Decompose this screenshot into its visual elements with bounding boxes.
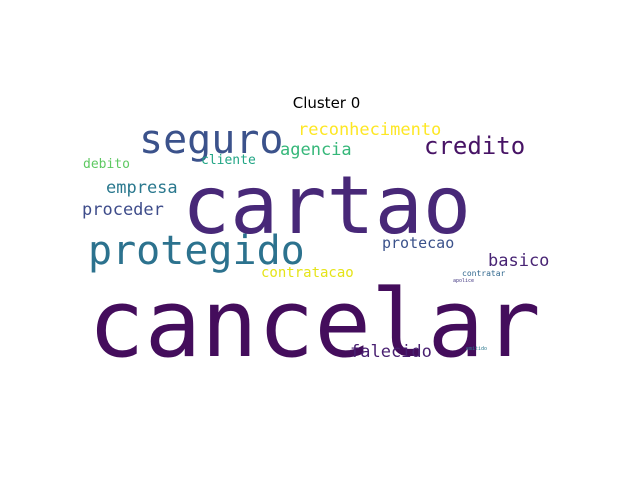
word-emitido: emitido xyxy=(466,346,488,352)
word-protegido: protegido xyxy=(88,228,305,274)
word-agencia: agencia xyxy=(280,140,352,160)
word-apolice: apolice xyxy=(453,278,475,284)
word-contratar: contratar xyxy=(462,269,506,278)
word-seguro: seguro xyxy=(139,117,284,163)
word-cancelar: cancelar xyxy=(88,270,541,379)
word-credito: credito xyxy=(424,132,526,160)
word-cliente: cliente xyxy=(201,153,256,168)
word-empresa: empresa xyxy=(106,178,178,198)
word-contratacao: contratacao xyxy=(261,265,354,281)
word-basico: basico xyxy=(488,251,550,271)
word-debito: debito xyxy=(83,157,130,172)
word-cloud: cartao cancelar protegido seguro credito… xyxy=(80,117,560,372)
word-proceder: proceder xyxy=(82,200,164,220)
word-cartao: cartao xyxy=(182,159,471,252)
word-protecao: protecao xyxy=(382,234,455,252)
word-falecido: falecido xyxy=(350,342,432,362)
word-reconhecimento: reconhecimento xyxy=(298,120,442,140)
chart-title: Cluster 0 xyxy=(292,94,361,112)
